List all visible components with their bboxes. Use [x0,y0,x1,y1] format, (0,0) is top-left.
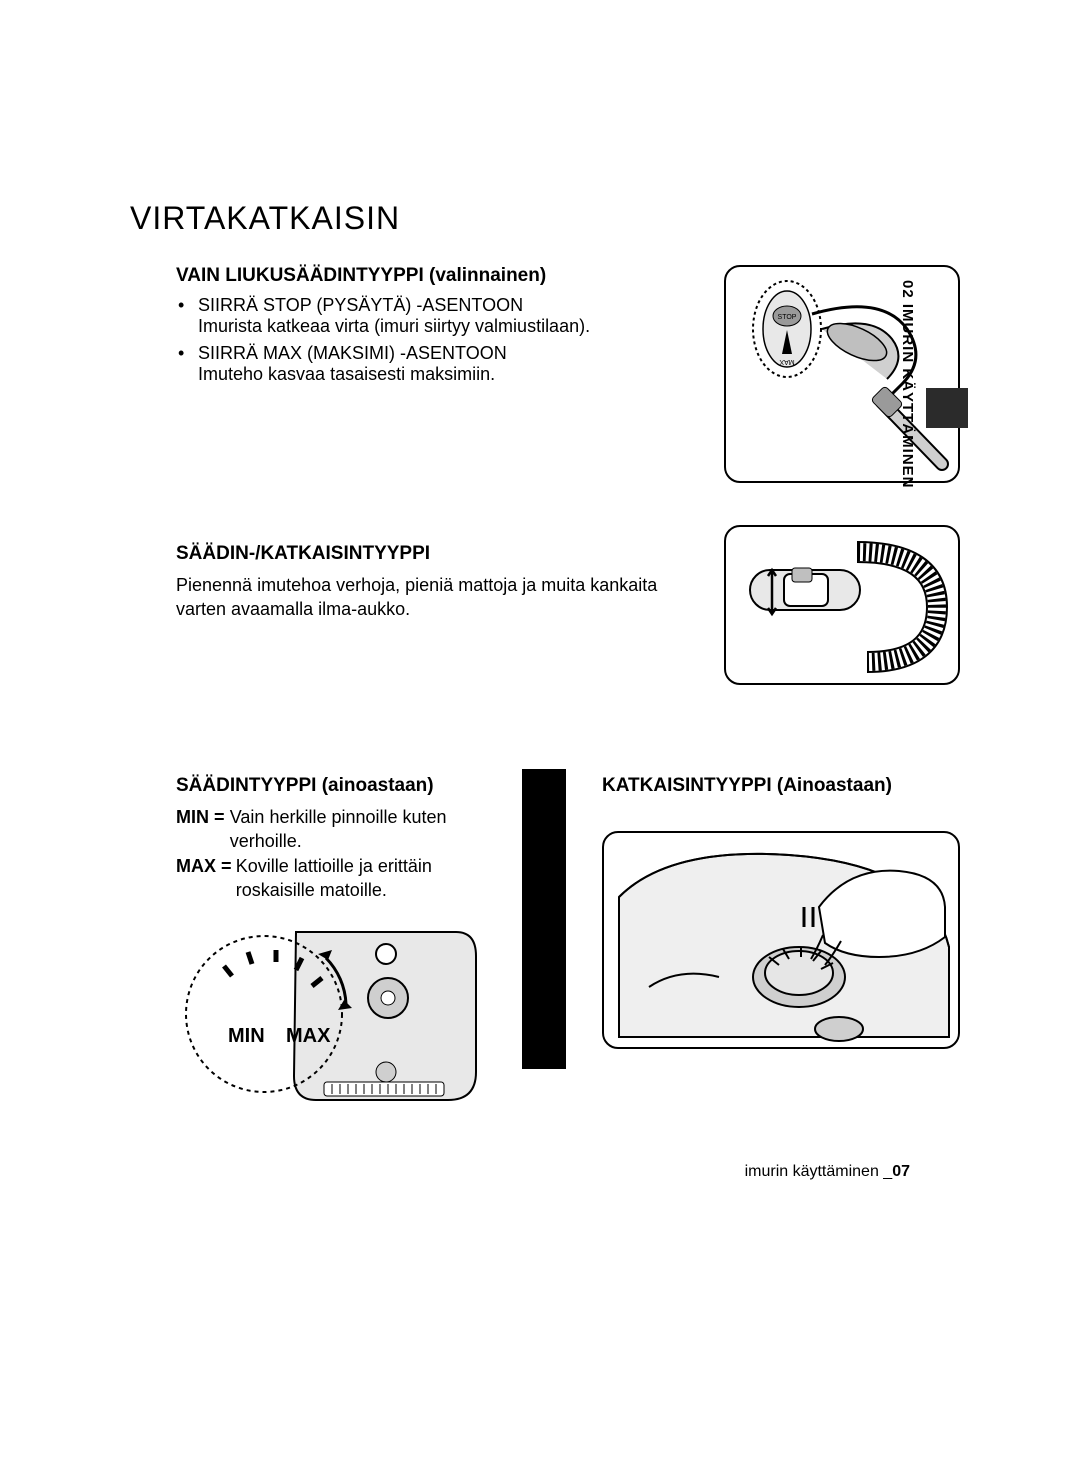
hose-vent-illustration [732,532,952,678]
page-footer: imurin käyttäminen _07 [745,1163,910,1181]
bullet-sub: Imuteho kasvaa tasaisesti maksimiin. [198,364,704,385]
section2-heading: SÄÄDIN-/KATKAISINTYYPPI [176,543,704,565]
col-control-type: SÄÄDINTYYPPI (ainoastaan) MIN = Vain her… [176,775,486,1112]
bullet-item: SIIRRÄ STOP (PYSÄYTÄ) -ASENTOON Imurista… [176,295,704,337]
definition-row: MIN = Vain herkille pinnoille kuten verh… [176,805,486,854]
bullet-title: SIIRRÄ STOP (PYSÄYTÄ) -ASENTOON [198,295,704,316]
section2-body: Pienennä imutehoa verhoja, pieniä mattoj… [176,573,704,622]
page-title: VIRTAKATKAISIN [130,200,960,237]
def-label: MAX = [176,854,232,903]
max-label: MAX [779,358,795,365]
dial-min-label: MIN [228,1025,265,1047]
dial-figure: MIN MAX [176,912,486,1112]
definition-row: MAX = Koville lattioille ja erittäin ros… [176,854,486,903]
handle-slide-illustration: STOP MAX [732,274,952,474]
def-label: MIN = [176,805,225,854]
footer-text: imurin käyttäminen _ [745,1163,893,1180]
section3-left-heading: SÄÄDINTYYPPI (ainoastaan) [176,775,486,797]
switch-figure [602,831,960,1049]
section-air-vent: SÄÄDIN-/KATKAISINTYYPPI Pienennä imuteho… [130,525,960,685]
dial-max-label: MAX [286,1025,331,1047]
bullet-item: SIIRRÄ MAX (MAKSIMI) -ASENTOON Imuteho k… [176,343,704,385]
bullet-title: SIIRRÄ MAX (MAKSIMI) -ASENTOON [198,343,704,364]
manual-page: 02 IMURIN KÄYTTÄMINEN VIRTAKATKAISIN VAI… [0,0,1080,1469]
bullet-sub: Imurista katkeaa virta (imuri siirtyy va… [198,316,704,337]
section-bottom: SÄÄDINTYYPPI (ainoastaan) MIN = Vain her… [130,775,960,1112]
definitions: MIN = Vain herkille pinnoille kuten verh… [176,805,486,902]
section3-right-heading: KATKAISINTYYPPI (Ainoastaan) [602,775,960,797]
section2-figure [724,525,960,685]
col-switch-type: KATKAISINTYYPPI (Ainoastaan) [602,775,960,1112]
stop-label: STOP [778,314,797,321]
def-text: Koville lattioille ja erittäin roskaisil… [236,854,486,903]
column-divider [522,769,566,1069]
footer-page: 07 [892,1163,910,1180]
side-tab: 02 IMURIN KÄYTTÄMINEN [899,280,916,489]
section-slide-control: VAIN LIUKUSÄÄDINTYYPPI (valinnainen) SII… [130,265,960,483]
def-text: Vain herkille pinnoille kuten verhoille. [230,805,486,854]
section1-figure: STOP MAX [724,265,960,483]
section1-heading: VAIN LIUKUSÄÄDINTYYPPI (valinnainen) [176,265,704,287]
press-button-illustration [609,837,953,1043]
section1-bullets: SIIRRÄ STOP (PYSÄYTÄ) -ASENTOON Imurista… [176,295,704,385]
side-tab-marker [926,388,968,428]
dial-vacuum-illustration: MIN MAX [176,912,486,1112]
